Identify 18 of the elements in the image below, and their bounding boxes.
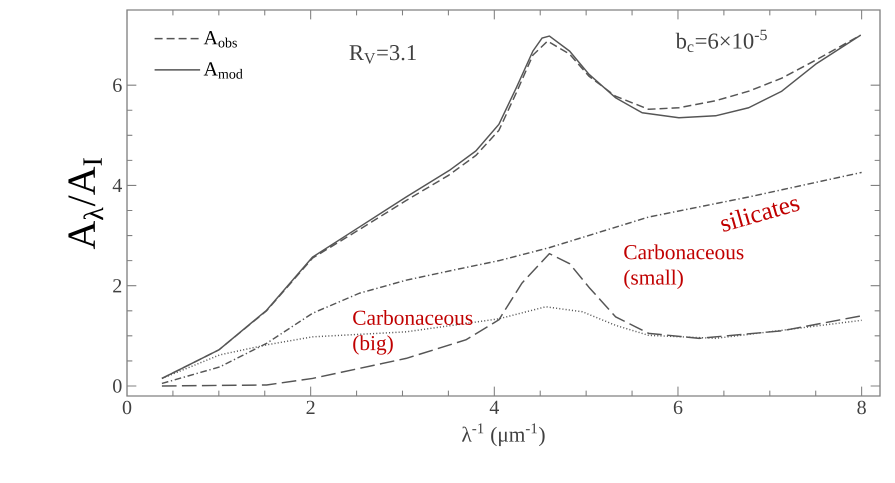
legend-label: A$_{obs}$ (204, 31, 237, 48)
annotation: R$_{V}$=3.1 (349, 45, 416, 64)
x-axis-title: λ$^{-1}$ (μm$^{-1}$) (462, 423, 545, 446)
annotation: Carbonaceous (small) (624, 244, 744, 290)
y-tick-label: 4 (112, 178, 122, 192)
legend-label: A$_{mod}$ (204, 62, 243, 79)
x-tick-label: 2 (306, 400, 315, 414)
annotation: b$_{c}$=6×10$^{-5}$ (676, 30, 767, 52)
y-tick-label: 0 (113, 379, 122, 393)
x-tick-label: 0 (122, 400, 132, 414)
x-tick-label: 4 (490, 400, 499, 414)
annotation: Carbonaceous (big) (353, 310, 472, 355)
annotation: silicates (721, 199, 800, 232)
y-axis-title: A$_{λ}$/A$_{I}$ (68, 158, 104, 250)
y-tick-label: 6 (113, 78, 122, 92)
y-tick-label: 2 (113, 279, 122, 292)
x-tick-label: 6 (674, 400, 682, 414)
x-tick-label: 8 (857, 400, 866, 414)
